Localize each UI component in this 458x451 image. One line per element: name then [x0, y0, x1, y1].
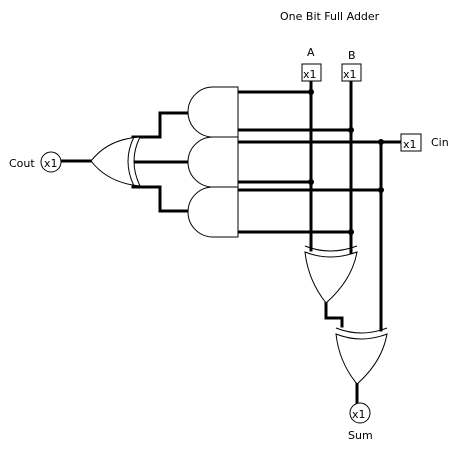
diagram-title: One Bit Full Adder — [280, 10, 380, 23]
input-b-pin: x1 — [341, 63, 362, 82]
junction-dots — [308, 89, 384, 235]
and-gate-1 — [187, 86, 239, 138]
output-cout-label: Cout — [9, 157, 35, 170]
output-cout-probe: x1 — [40, 151, 62, 173]
output-cout-probe-text: x1 — [44, 157, 58, 170]
input-cin-label: Cin — [431, 136, 449, 149]
output-sum-probe: x1 — [349, 402, 371, 424]
input-a-label: A — [307, 46, 315, 59]
and-gate-2 — [187, 136, 239, 188]
input-a-pin-text: x1 — [303, 68, 317, 81]
input-b-label: B — [348, 49, 356, 62]
input-a-pin: x1 — [301, 63, 322, 82]
output-sum-probe-text: x1 — [352, 408, 366, 421]
input-cin-pin: x1 — [400, 133, 422, 152]
output-sum-label: Sum — [348, 429, 373, 442]
or-gate — [90, 136, 141, 187]
and-gate-3 — [187, 186, 239, 238]
input-b-pin-text: x1 — [343, 68, 357, 81]
wires — [60, 79, 403, 406]
xor-gate-1 — [304, 245, 358, 304]
xor-gate-2 — [335, 327, 388, 385]
input-cin-pin-text: x1 — [403, 138, 417, 151]
